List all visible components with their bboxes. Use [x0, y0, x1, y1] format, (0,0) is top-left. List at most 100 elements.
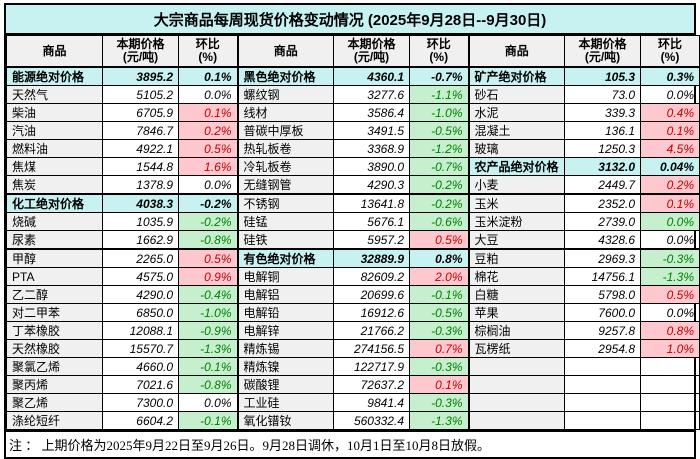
commodity-name-cell: 豆粕 [468, 248, 565, 268]
col-header-commodity-1: 商品 [6, 35, 103, 68]
change-cell: -0.2% [409, 175, 470, 195]
change-cell: 0.3% [640, 66, 700, 86]
commodity-name-cell: 碳酸锂 [237, 375, 334, 394]
col-header-price-2: 本期价格 (元/吨) [333, 35, 410, 68]
price-cell: 3132.0 [564, 157, 641, 176]
price-cell: 6604.2 [102, 411, 179, 430]
commodity-name-cell: 焦炭 [6, 175, 103, 195]
price-cell: 4922.1 [102, 139, 179, 158]
price-cell: 82609.2 [333, 267, 410, 286]
price-cell: 5676.1 [333, 212, 410, 231]
commodity-name-cell: 大豆 [468, 230, 565, 250]
commodity-name-cell: 有色绝对价格 [237, 248, 334, 268]
price-cell: 73.0 [564, 85, 641, 104]
change-cell: 0.9% [178, 267, 239, 286]
commodity-name-cell: 尿素 [6, 230, 103, 250]
change-cell: 1.6% [178, 157, 239, 176]
change-cell: -1.3% [409, 411, 470, 430]
change-cell: -0.1% [178, 411, 239, 430]
commodity-name-cell: 精炼镍 [237, 357, 334, 376]
price-cell: 3491.5 [333, 121, 410, 140]
change-cell: -0.1% [178, 357, 239, 376]
table-row: 尿素 1662.9 -0.8% 硅铁 5957.2 0.5% 大豆 4328.6 0.0% [6, 230, 700, 250]
change-cell: 0.0% [640, 85, 700, 104]
change-cell: 0.04% [640, 157, 700, 176]
commodity-name-cell: 矿产绝对价格 [468, 66, 565, 86]
table-body: 能源绝对价格 3895.2 0.1% 黑色绝对价格 4360.1 -0.7% 矿产绝对价格 1… [6, 66, 700, 430]
commodity-name-cell: 白糖 [468, 285, 565, 304]
change-cell: 0.0% [640, 212, 700, 231]
commodity-name-cell: 烧碱 [6, 212, 103, 231]
change-cell: -1.0% [178, 303, 239, 322]
commodity-name-cell: 氧化镨钕 [237, 411, 334, 430]
change-cell: 1.0% [640, 339, 700, 358]
table-title: 大宗商品每周现货价格变动情况 (2025年9月28日--9月30日) [6, 5, 694, 35]
table-row: 能源绝对价格 3895.2 0.1% 黑色绝对价格 4360.1 -0.7% 矿产绝对价格 1… [6, 66, 700, 86]
price-cell: 2954.8 [564, 339, 641, 358]
price-cell: 2969.3 [564, 248, 641, 268]
price-cell: 274156.5 [333, 339, 410, 358]
change-cell: 0.8% [409, 248, 470, 268]
commodity-name-cell: 天然橡胶 [6, 339, 103, 358]
commodity-name-cell: 聚丙烯 [6, 375, 103, 394]
price-cell: 7021.6 [102, 375, 179, 394]
commodity-name-cell: 汽油 [6, 121, 103, 140]
commodity-name-cell: 电解铜 [237, 267, 334, 286]
table-row: 天然气 5105.2 0.0% 螺纹钢 3277.6 -1.1% 砂石 73.0 0.0% [6, 85, 700, 104]
col-header-chg-line2: (%) [198, 50, 218, 64]
commodity-name-cell: PTA [6, 267, 103, 286]
price-cell: 6850.0 [102, 303, 179, 322]
change-cell: -0.3% [409, 393, 470, 412]
price-cell: 1035.9 [102, 212, 179, 231]
commodity-name-cell: 精炼锡 [237, 339, 334, 358]
price-cell: 5957.2 [333, 230, 410, 250]
commodity-name-cell: 焦煤 [6, 157, 103, 176]
change-cell: 0.0% [178, 175, 239, 195]
col-header-chg-2: 环比 (%) [409, 35, 470, 68]
price-cell [564, 357, 641, 376]
commodity-name-cell: 乙二醇 [6, 285, 103, 304]
change-cell: 0.1% [640, 193, 700, 213]
change-cell: -1.0% [409, 103, 470, 122]
change-cell: 0.5% [409, 230, 470, 250]
price-cell: 136.1 [564, 121, 641, 140]
commodity-name-cell: 小麦 [468, 175, 565, 195]
commodity-name-cell: 不锈钢 [237, 193, 334, 213]
table-row: 乙二醇 4290.0 -0.4% 电解铝 20699.6 -0.1% 白糖 5798.0 0.5… [6, 285, 700, 304]
price-cell: 3368.9 [333, 139, 410, 158]
change-cell: 0.0% [178, 393, 239, 412]
table-row: 焦炭 1378.9 0.0% 无缝钢管 4290.3 -0.2% 小麦 2449.7 0.2% [6, 175, 700, 195]
change-cell: 0.5% [178, 139, 239, 158]
change-cell: -1.3% [640, 267, 700, 286]
price-cell: 4038.3 [102, 193, 179, 213]
change-cell: -0.3% [409, 357, 470, 376]
col-header-price-1: 本期价格 (元/吨) [102, 35, 179, 68]
change-cell: 0.2% [178, 121, 239, 140]
commodity-name-cell: 苹果 [468, 303, 565, 322]
col-header-price-3: 本期价格 (元/吨) [564, 35, 641, 68]
table-row: 聚乙烯 7300.0 0.0% 工业硅 9841.4 -0.3% [6, 393, 700, 412]
price-cell: 1378.9 [102, 175, 179, 195]
price-cell: 5105.2 [102, 85, 179, 104]
change-cell: -0.2% [178, 212, 239, 231]
change-cell: -0.7% [409, 157, 470, 176]
commodity-name-cell: 黑色绝对价格 [237, 66, 334, 86]
col-header-chg-line2: (%) [429, 50, 449, 64]
commodity-name-cell: 玉米 [468, 193, 565, 213]
price-cell: 5798.0 [564, 285, 641, 304]
price-cell: 15570.7 [102, 339, 179, 358]
price-cell: 9257.8 [564, 321, 641, 340]
commodity-price-table: 大宗商品每周现货价格变动情况 (2025年9月28日--9月30日) 商品 本期… [4, 3, 700, 459]
col-header-chg-3: 环比 (%) [640, 35, 700, 68]
commodity-name-cell: 玉米淀粉 [468, 212, 565, 231]
price-cell: 16912.6 [333, 303, 410, 322]
change-cell: -0.9% [178, 321, 239, 340]
change-cell [640, 375, 700, 394]
table-row: 柴油 6705.9 0.1% 线材 3586.4 -1.0% 水泥 339.3 0.4% [6, 103, 700, 122]
commodity-name-cell: 能源绝对价格 [6, 66, 103, 86]
price-cell: 3895.2 [102, 66, 179, 86]
change-cell: -0.8% [178, 230, 239, 250]
commodity-name-cell: 丁苯橡胶 [6, 321, 103, 340]
price-cell: 72637.2 [333, 375, 410, 394]
change-cell: 0.1% [409, 375, 470, 394]
